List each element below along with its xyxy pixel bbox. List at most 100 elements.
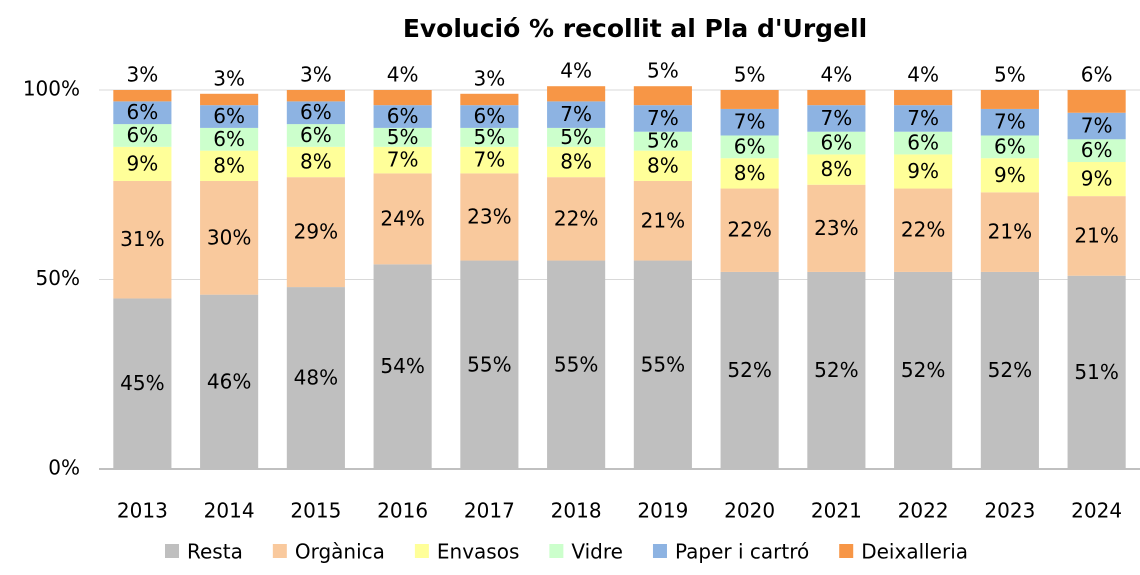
data-label: 4% <box>907 63 939 87</box>
data-label: 5% <box>560 125 592 149</box>
data-label: 7% <box>474 148 506 172</box>
data-label: 6% <box>387 104 419 128</box>
data-label: 5% <box>474 125 506 149</box>
y-tick-label: 100% <box>23 77 80 101</box>
data-label: 8% <box>821 157 853 181</box>
bar-segment <box>373 90 432 106</box>
bar-segment <box>200 127 259 151</box>
data-label: 21% <box>641 208 685 232</box>
bar-segment <box>460 105 519 128</box>
data-label: 8% <box>560 150 592 174</box>
data-label: 22% <box>554 206 598 230</box>
bar-segment <box>286 124 345 147</box>
bar-segment <box>200 93 259 106</box>
data-label: 30% <box>207 225 251 249</box>
x-tick-label: 2023 <box>984 499 1035 523</box>
bar-segment <box>633 105 692 132</box>
data-label: 24% <box>380 206 424 230</box>
bar-segment <box>460 146 519 174</box>
data-label: 54% <box>380 354 424 378</box>
data-label: 5% <box>647 59 679 83</box>
bar-segment <box>547 101 606 128</box>
bar-segment <box>373 264 432 469</box>
data-label: 6% <box>907 131 939 155</box>
bar-segment <box>807 154 866 185</box>
chart-title: Evolució % recollit al Pla d'Urgell <box>403 14 867 43</box>
bar-segment <box>1067 275 1126 469</box>
data-label: 9% <box>127 151 159 175</box>
bar-segment <box>113 180 172 299</box>
data-label: 4% <box>821 63 853 87</box>
data-label: 52% <box>901 358 945 382</box>
bar-segment <box>633 150 692 181</box>
bar-segment <box>547 86 606 102</box>
data-label: 7% <box>560 102 592 126</box>
bar-segment <box>113 101 172 125</box>
bar-segment <box>1067 139 1126 163</box>
bar-segment <box>894 154 953 189</box>
data-label: 6% <box>1081 138 1113 162</box>
data-label: 22% <box>901 218 945 242</box>
data-label: 3% <box>127 63 159 87</box>
bar-segment <box>720 188 779 272</box>
data-label: 23% <box>467 204 511 228</box>
legend-label: Paper i cartró <box>675 540 809 564</box>
bar-segment <box>286 177 345 288</box>
data-label: 9% <box>907 159 939 183</box>
data-label: 6% <box>1081 63 1113 87</box>
x-tick-label: 2022 <box>898 499 949 523</box>
bar-segment <box>113 90 172 102</box>
x-tick-label: 2019 <box>637 499 688 523</box>
data-label: 4% <box>560 59 592 83</box>
data-label: 6% <box>213 127 245 151</box>
data-label: 8% <box>300 150 332 174</box>
data-label: 7% <box>387 148 419 172</box>
data-label: 5% <box>734 63 766 87</box>
data-label: 8% <box>647 153 679 177</box>
data-label: 6% <box>127 123 159 147</box>
x-tick-label: 2016 <box>377 499 428 523</box>
bar-segment <box>547 177 606 261</box>
bar-segment <box>1067 90 1126 113</box>
bar-segment <box>980 108 1039 136</box>
bar-segment <box>200 150 259 181</box>
bar-segment <box>200 294 259 469</box>
legend-label: Envasos <box>437 540 519 564</box>
legend-swatch <box>652 544 667 558</box>
data-label: 6% <box>300 100 332 124</box>
data-label: 21% <box>988 220 1032 244</box>
data-label: 7% <box>994 110 1026 134</box>
bar-segment <box>980 158 1039 193</box>
bar-segment <box>720 271 779 469</box>
bar-segment <box>547 146 606 178</box>
bar-segment <box>460 173 519 261</box>
bar-segment <box>113 146 172 181</box>
bar-segment <box>720 135 779 159</box>
bar-segment <box>1067 162 1126 197</box>
data-label: 8% <box>734 161 766 185</box>
data-label: 5% <box>994 63 1026 87</box>
data-label: 6% <box>300 123 332 147</box>
x-tick-label: 2024 <box>1071 499 1122 523</box>
bar-segment <box>720 158 779 189</box>
data-label: 55% <box>467 352 511 376</box>
bar-segment <box>807 90 866 106</box>
bar-segment <box>460 260 519 469</box>
data-label: 5% <box>387 125 419 149</box>
data-label: 31% <box>120 227 164 251</box>
data-label: 7% <box>907 106 939 130</box>
bar-segment <box>807 131 866 155</box>
bar-segment <box>807 184 866 272</box>
data-label: 8% <box>213 153 245 177</box>
bar-segment <box>633 131 692 151</box>
bar-segment <box>113 124 172 147</box>
x-tick-label: 2013 <box>117 499 168 523</box>
legend-swatch <box>165 544 179 558</box>
x-tick-label: 2020 <box>724 499 775 523</box>
data-label: 3% <box>213 66 245 90</box>
data-label: 7% <box>821 106 853 130</box>
x-tick-label: 2015 <box>290 499 341 523</box>
legend-swatch <box>839 544 854 558</box>
x-tick-label: 2018 <box>551 499 602 523</box>
legend-label: Deixalleria <box>861 540 968 564</box>
